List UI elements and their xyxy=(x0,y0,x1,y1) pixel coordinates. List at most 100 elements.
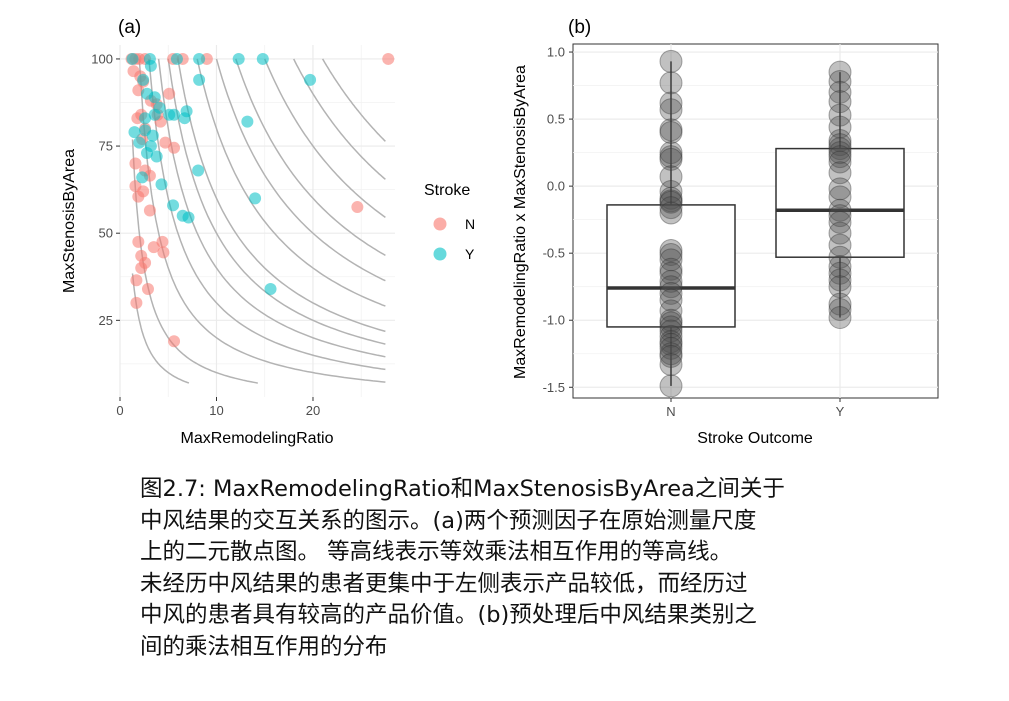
y-tick-label: 50 xyxy=(99,226,113,241)
contour-line xyxy=(235,58,386,257)
box-point-y xyxy=(828,210,852,234)
boxplot-y-axis-title: MaxRemodelingRatio x MaxStenosisByArea xyxy=(512,65,529,379)
box-point-n xyxy=(659,299,683,323)
box-point-n xyxy=(659,311,683,335)
scatter-point-y xyxy=(167,199,180,212)
scatter-point-y xyxy=(256,52,269,65)
box-point-n xyxy=(659,180,683,203)
scatter-point-n xyxy=(130,296,143,309)
x-tick-label: 20 xyxy=(306,403,320,418)
scatter-point-y xyxy=(168,108,181,121)
box-point-y xyxy=(828,292,852,316)
scatter-point-n xyxy=(157,246,170,259)
scatter-x-axis-title: MaxRemodelingRatio xyxy=(181,430,334,447)
scatter-point-y xyxy=(182,211,195,224)
scatter-point-y xyxy=(146,129,159,142)
y-tick-label: -1.5 xyxy=(543,380,565,395)
box-point-y xyxy=(828,70,852,94)
box-point-n xyxy=(659,196,683,220)
scatter-plot-area xyxy=(120,45,395,397)
contour-line xyxy=(148,58,386,371)
scatter-point-y xyxy=(139,112,152,125)
y-tick-label: 25 xyxy=(99,313,113,328)
contour-line xyxy=(157,58,386,358)
scatter-contours xyxy=(131,58,386,384)
scatter-point-y xyxy=(249,192,262,205)
scatter-point-n xyxy=(156,235,169,248)
box-point-n xyxy=(659,281,683,305)
legend-label-n: N xyxy=(465,216,475,232)
scatter-point-y xyxy=(126,52,139,65)
scatter-point-n xyxy=(163,87,176,100)
box-point-y xyxy=(828,198,852,222)
caption-line: 中风结果的交互关系的图示。(a)两个预测因子在原始测量尺度 xyxy=(140,507,757,534)
box-point-n xyxy=(659,275,683,299)
scatter-panel: (a) 0 10 20 25 50 75 100 MaxRemodelingRatio Ma… xyxy=(61,17,395,447)
legend: Stroke N Y xyxy=(424,182,475,262)
boxplot-points xyxy=(659,49,852,398)
legend-title: Stroke xyxy=(424,182,470,199)
box-point-y xyxy=(828,255,852,279)
figure-canvas: (a) 0 10 20 25 50 75 100 MaxRemodelingRatio Ma… xyxy=(61,17,939,447)
scatter-point-n xyxy=(143,204,156,217)
y-tick-label: 100 xyxy=(91,51,113,66)
scatter-point-y xyxy=(148,108,161,121)
panel-b-label: (b) xyxy=(568,17,591,38)
caption-line: 中风的患者具有较高的产品价值。(b)预处理后中风结果类别之 xyxy=(140,602,757,628)
box-point-n xyxy=(659,121,683,144)
box-point-n xyxy=(659,352,683,376)
x-tick-label: Y xyxy=(836,404,845,419)
scatter-point-y xyxy=(304,73,317,86)
contour-line xyxy=(177,58,386,333)
scatter-point-n xyxy=(130,274,143,287)
box-point-n xyxy=(659,91,683,115)
contour-line xyxy=(215,58,386,282)
scatter-point-y xyxy=(232,52,245,65)
x-tick-label: 10 xyxy=(209,403,223,418)
box-point-y xyxy=(828,306,852,330)
box-point-y xyxy=(828,298,852,321)
y-tick-label: 1.0 xyxy=(547,45,565,60)
scatter-point-y xyxy=(133,136,146,149)
y-tick-label: 0.0 xyxy=(547,179,565,194)
scatter-tick-labels: 0 10 20 25 50 75 100 xyxy=(91,51,320,418)
y-tick-label: 75 xyxy=(99,139,113,154)
scatter-point-y xyxy=(170,52,183,65)
scatter-y-axis-title: MaxStenosisByArea xyxy=(61,149,78,293)
figure-caption: 图2.7: MaxRemodelingRatio和MaxStenosisByAr… xyxy=(140,474,940,663)
box-point-n xyxy=(659,98,683,122)
box-n xyxy=(606,204,736,328)
box-point-n xyxy=(659,190,683,214)
scatter-point-y xyxy=(144,59,157,72)
scatter-point-y xyxy=(192,164,205,177)
x-tick-label: N xyxy=(666,404,675,419)
box-y xyxy=(775,147,905,258)
caption-line: 上的二元散点图。 等高线表示等效乘法相互作用的等高线。 xyxy=(140,539,733,565)
contour-line xyxy=(293,58,386,180)
scatter-point-n xyxy=(141,282,154,295)
scatter-point-n xyxy=(129,157,142,170)
scatter-point-y xyxy=(241,115,254,128)
box-point-y xyxy=(828,185,852,209)
boxplot-boxes xyxy=(606,61,905,386)
box-point-n xyxy=(659,257,683,281)
box-point-n xyxy=(659,243,683,267)
box-point-y xyxy=(828,145,852,169)
box-point-y xyxy=(828,115,852,139)
scatter-points xyxy=(125,52,395,348)
y-tick-label: 0.5 xyxy=(547,112,565,127)
box-point-y xyxy=(828,268,852,292)
legend-label-y: Y xyxy=(465,246,475,262)
contour-line xyxy=(131,273,190,384)
caption-line: 间的乘法相互作用的分布 xyxy=(140,633,388,660)
box-point-n xyxy=(659,374,683,398)
scatter-point-y xyxy=(137,73,150,86)
boxplot-x-axis-title: Stroke Outcome xyxy=(697,430,813,447)
box-point-n xyxy=(659,308,683,332)
scatter-point-n xyxy=(168,141,181,154)
contour-line xyxy=(264,58,386,219)
scatter-point-y xyxy=(141,147,154,160)
box-point-y xyxy=(828,275,852,299)
box-point-n xyxy=(659,324,683,348)
scatter-point-y xyxy=(193,73,206,86)
